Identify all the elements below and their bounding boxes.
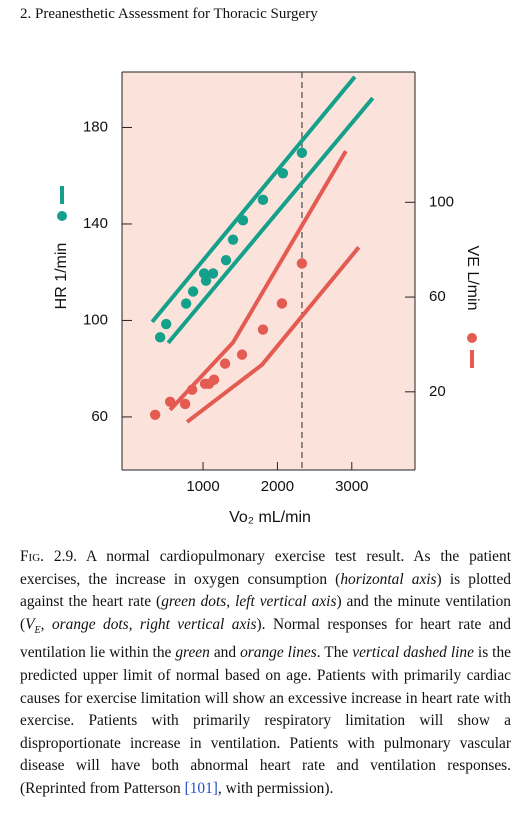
reference-link[interactable]: [101] bbox=[184, 780, 218, 798]
data-point bbox=[236, 349, 248, 360]
data-point bbox=[186, 384, 198, 395]
data-point bbox=[207, 268, 219, 279]
caption-text: Fig. 2.9. bbox=[20, 548, 77, 565]
caption-text: E bbox=[34, 624, 41, 636]
data-point bbox=[179, 398, 191, 410]
caption-text: , with permission). bbox=[217, 780, 334, 798]
caption-text: , bbox=[40, 615, 52, 633]
y2-legend-dot bbox=[467, 333, 477, 343]
caption-text: orange dots, right vertical axis bbox=[51, 615, 257, 633]
caption-text: ) and the minute ventilation ( bbox=[20, 593, 511, 633]
y2-tick-label: 20 bbox=[429, 383, 446, 400]
data-point bbox=[257, 194, 269, 206]
limit-line bbox=[150, 75, 357, 324]
limit-line bbox=[166, 96, 375, 345]
data-point bbox=[164, 396, 176, 407]
caption-text: orange lines bbox=[240, 644, 317, 662]
y2-axis-label: VE L/min bbox=[464, 246, 481, 311]
data-point bbox=[296, 258, 308, 269]
x-tick-label: 3000 bbox=[335, 478, 368, 495]
header-title: 2. Preanesthetic Assessment for Thoracic… bbox=[20, 6, 318, 22]
data-point bbox=[219, 358, 231, 369]
data-point bbox=[257, 324, 269, 335]
y-tick-label: 180 bbox=[83, 118, 108, 135]
data-point bbox=[200, 275, 212, 286]
data-point bbox=[277, 168, 289, 179]
caption-text: horizontal axis bbox=[340, 570, 437, 588]
y-legend-dot bbox=[57, 211, 67, 221]
caption-text: ) is plotted against the heart rate ( bbox=[20, 570, 511, 611]
caption-text: green dots, left vertical axis bbox=[161, 593, 337, 611]
data-point bbox=[237, 215, 249, 226]
y-tick-label: 100 bbox=[83, 311, 108, 328]
data-point bbox=[296, 147, 308, 159]
data-point bbox=[154, 332, 166, 343]
data-point bbox=[208, 374, 220, 385]
y-tick-label: 140 bbox=[83, 215, 108, 232]
y-tick-label: 60 bbox=[91, 408, 108, 425]
caption: Fig. 2.9. A normal cardiopulmonary exerc… bbox=[20, 546, 511, 801]
data-point bbox=[227, 234, 239, 245]
chart: 60 100 140 180 20 60 100 1000 2000 3000 Vo₂ mL/min… bbox=[53, 71, 481, 526]
data-point bbox=[180, 298, 192, 309]
data-point bbox=[149, 409, 161, 421]
caption-text: and bbox=[209, 644, 241, 662]
plot-background bbox=[122, 72, 415, 470]
limit-line bbox=[185, 246, 361, 424]
x-tick-label: 2000 bbox=[261, 478, 294, 495]
caption-text: vertical dashed line bbox=[352, 644, 474, 662]
caption-text: V bbox=[25, 615, 35, 633]
y2-tick-label: 60 bbox=[429, 288, 446, 305]
caption-text: ). Normal responses for heart rate and v… bbox=[20, 615, 511, 662]
x-axis-label: Vo₂ mL/min bbox=[229, 509, 311, 526]
data-point bbox=[276, 298, 288, 309]
x-tick-label: 1000 bbox=[186, 478, 219, 495]
y2-tick-label: 100 bbox=[429, 193, 454, 210]
y-axis-label: HR 1/min bbox=[53, 243, 70, 310]
caption-text: green bbox=[175, 644, 210, 662]
caption-text: A normal cardiopulmonary exercise test r… bbox=[20, 548, 511, 588]
caption-text: is the predicted upper limit of normal b… bbox=[20, 644, 511, 798]
caption-text: . The bbox=[316, 644, 353, 662]
data-point bbox=[160, 318, 172, 330]
data-point bbox=[187, 286, 199, 297]
data-point bbox=[220, 254, 232, 266]
